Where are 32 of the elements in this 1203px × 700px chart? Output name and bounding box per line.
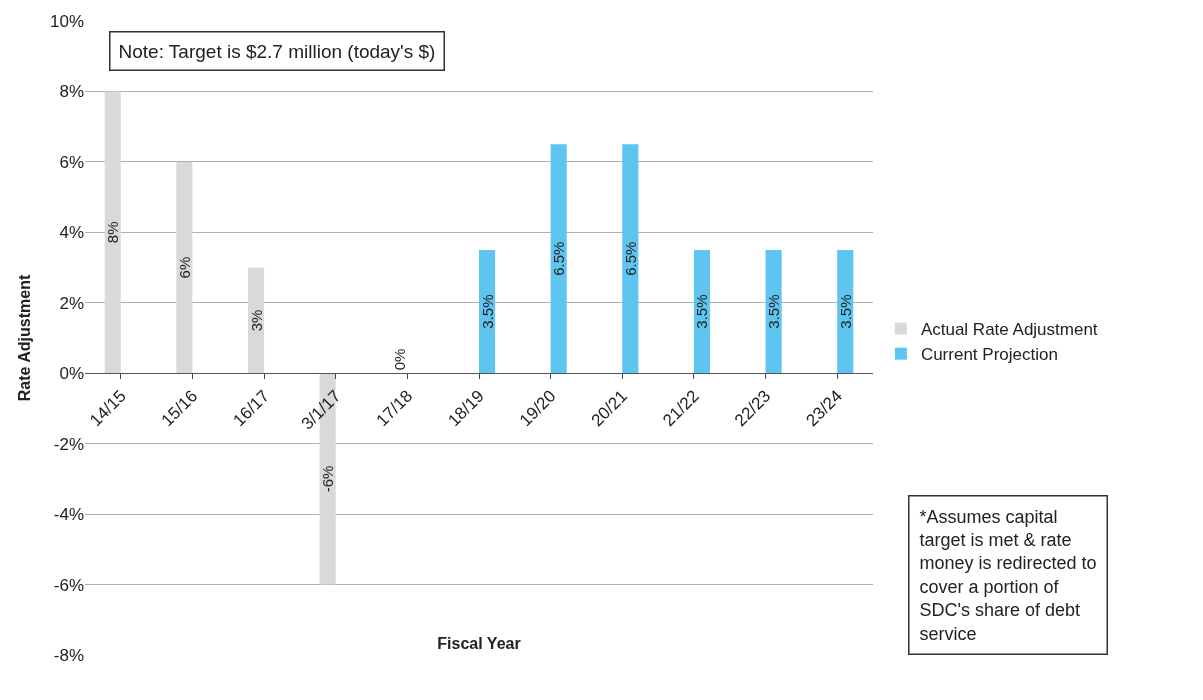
y-tick-label: -4%: [53, 505, 84, 525]
y-tick-label: 6%: [59, 152, 84, 172]
data-label: 6%: [175, 256, 193, 279]
data-label: 0%: [390, 348, 408, 371]
data-label: 3.5%: [693, 294, 711, 329]
y-tick-label: -2%: [53, 434, 84, 454]
legend-label: Actual Rate Adjustment: [920, 320, 1098, 340]
y-tick-label: 10%: [49, 11, 84, 31]
bar: [247, 267, 265, 374]
bar: [176, 161, 193, 374]
bar: [104, 91, 121, 374]
y-tick-label: 2%: [59, 293, 84, 313]
y-axis-title: Rate Adjustment: [15, 274, 33, 402]
data-label: 6.5%: [550, 241, 568, 276]
annotation: Note: Target is $2.7 million (today's $): [118, 40, 436, 62]
data-label: 6.5%: [621, 241, 639, 276]
text: *Assumes capital target is met & rate money is redirected to cover a portion of SDC's share of debt service: [919, 506, 1097, 644]
data-label: 3.5%: [765, 294, 783, 329]
data-label: 3.5%: [478, 294, 496, 329]
bar: [550, 144, 567, 374]
data-label: 3%: [247, 309, 265, 332]
y-tick-label: -6%: [53, 575, 84, 595]
bar: [622, 144, 639, 374]
y-tick-label: 8%: [59, 82, 84, 102]
legend-label: Current Projection: [920, 345, 1058, 365]
y-tick-label: 0%: [59, 364, 84, 384]
data-label: 8%: [104, 221, 122, 244]
data-label: -6%: [319, 465, 337, 493]
x-axis-title: Fiscal Year: [437, 635, 521, 653]
y-tick-label: 4%: [59, 223, 84, 243]
y-tick-label: -8%: [53, 645, 84, 665]
data-label: 3.5%: [836, 294, 854, 329]
